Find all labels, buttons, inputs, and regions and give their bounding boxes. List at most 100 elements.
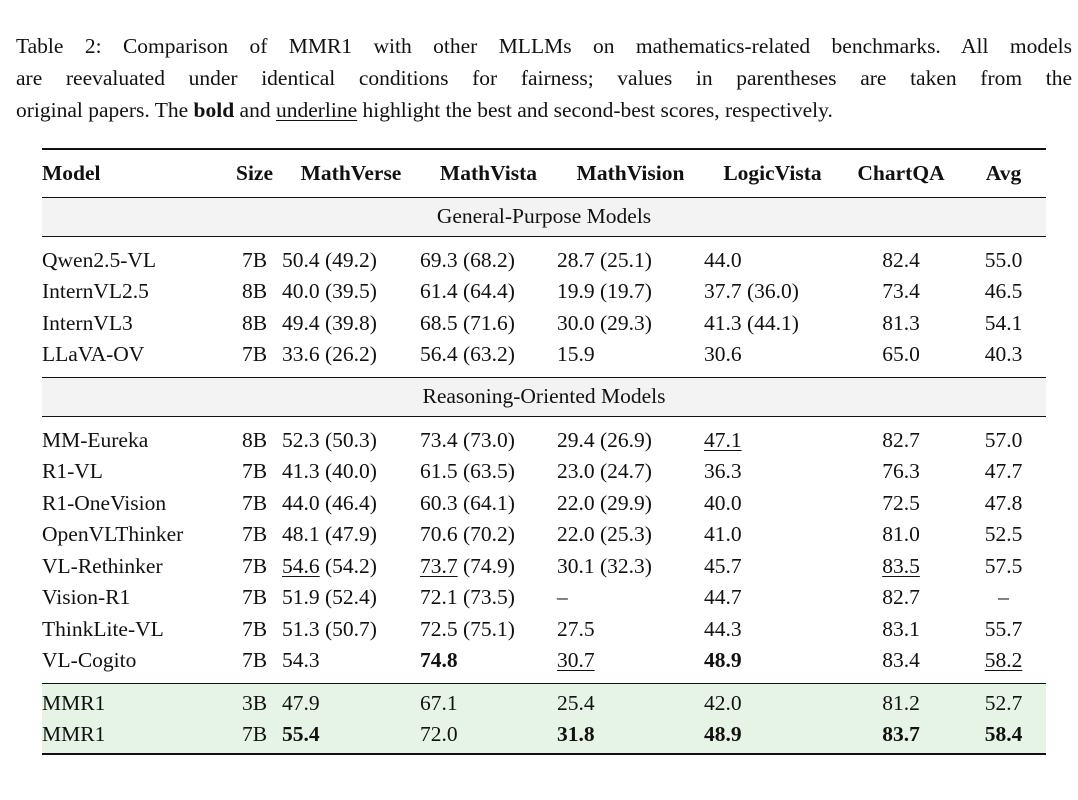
cell-avg: – [998, 585, 1009, 610]
cell-mathvision: 25.4 [557, 683, 704, 719]
cell-size: 7B [241, 553, 268, 578]
cell-model: R1-VL [42, 459, 103, 484]
header-avg: Avg [961, 149, 1046, 198]
caption-label: Table 2: [16, 34, 102, 58]
cell-mathvision: 29.4 (26.9) [557, 427, 652, 452]
cell-mathverse: 33.6 (26.2) [282, 339, 420, 378]
cell-size: 3B [227, 683, 282, 719]
cell-logicvista: 44.0 [704, 247, 742, 272]
cell-mathvision: 22.0 (29.9) [557, 490, 652, 515]
cell-size: 7B [241, 616, 268, 641]
cell-model: R1-OneVision [42, 490, 167, 515]
cell-chartqa: 65.0 [841, 339, 961, 378]
caption-line-1: Table 2: Comparison of MMR1 with other M… [16, 34, 1072, 58]
table-row: MM-Eureka 8B 52.3 (50.3) 73.4 (73.0) 29.… [42, 416, 1046, 456]
cell-model: VL-Rethinker [42, 553, 163, 578]
cell-logicvista: 30.6 [704, 339, 841, 378]
cell-avg: 58.2 [961, 645, 1046, 684]
cell-model: InternVL3 [42, 310, 133, 335]
cell-mathvision: 30.1 (32.3) [557, 553, 652, 578]
cell-mathvista: 61.5 (63.5) [420, 459, 515, 484]
cell-avg: 40.3 [961, 339, 1046, 378]
cell-model: ThinkLite-VL [42, 616, 164, 641]
caption-line-3: original papers. The bold and underline … [16, 98, 833, 122]
best-mark: 58.4 [984, 722, 1023, 747]
cell-mathverse: 44.0 (46.4) [282, 490, 377, 515]
section-reasoning: Reasoning-Oriented Models [42, 377, 1046, 417]
cell-mathverse: 51.3 (50.7) [282, 616, 377, 641]
cell-size: 7B [227, 645, 282, 684]
table-row: MMR1 3B 47.9 67.1 25.4 42.0 81.2 52.7 [42, 683, 1046, 719]
cell-size: 7B [227, 339, 282, 378]
cell-size: 8B [241, 427, 268, 452]
cell-logicvista: 47.1 [704, 416, 841, 456]
cell-chartqa: 83.7 [841, 719, 961, 755]
table-row: R1-OneVision 7B 44.0 (46.4) 60.3 (64.1) … [42, 488, 1046, 520]
cell-mathvista: 69.3 (68.2) [420, 247, 515, 272]
table-row: InternVL3 8B 49.4 (39.8) 68.5 (71.6) 30.… [42, 308, 1046, 340]
cell-mathverse: 47.9 [282, 683, 420, 719]
cell-chartqa: 76.3 [882, 459, 920, 484]
cell-model: InternVL2.5 [42, 279, 149, 304]
header-model: Model [42, 149, 227, 198]
cell-mathvision: 31.8 [557, 719, 704, 755]
cell-avg: 52.7 [961, 683, 1046, 719]
cell-logicvista: 40.0 [704, 490, 742, 515]
cell-logicvista: 44.3 [704, 616, 742, 641]
cell-mathvista: 73.7 (74.9) [420, 553, 515, 578]
cell-chartqa: 81.2 [841, 683, 961, 719]
cell-model: MM-Eureka [42, 427, 149, 452]
cell-mathverse: 48.1 (47.9) [282, 522, 377, 547]
header-size: Size [227, 149, 282, 198]
cell-size: 7B [227, 719, 282, 755]
cell-logicvista: 36.3 [704, 459, 742, 484]
cell-avg: 52.5 [984, 522, 1023, 547]
best-mark: 83.7 [882, 722, 920, 747]
cell-avg: 58.4 [961, 719, 1046, 755]
second-best-mark: 47.1 [704, 427, 742, 452]
cell-mathverse: 52.3 (50.3) [282, 427, 377, 452]
cell-logicvista: 48.9 [704, 719, 841, 755]
cell-mathverse: 50.4 (49.2) [282, 247, 377, 272]
cell-chartqa: 73.4 [882, 279, 920, 304]
header-mathvision: MathVision [557, 149, 704, 198]
cell-mathverse: 51.9 (52.4) [282, 585, 377, 610]
cell-mathvista: 60.3 (64.1) [420, 490, 515, 515]
cell-logicvista: 41.0 [704, 522, 742, 547]
cell-logicvista: 42.0 [704, 683, 841, 719]
section-general: General-Purpose Models [42, 197, 1046, 237]
caption-bold-word: bold [193, 98, 235, 122]
cell-chartqa: 83.5 [841, 551, 961, 583]
table-caption: Table 2: Comparison of MMR1 with other M… [16, 30, 1072, 126]
cell-chartqa: 82.4 [882, 247, 920, 272]
cell-mathverse: 41.3 (40.0) [282, 459, 377, 484]
second-best-mark: 58.2 [984, 648, 1023, 673]
cell-size: 8B [241, 279, 268, 304]
cell-size: 8B [241, 310, 268, 335]
cell-avg: 47.8 [984, 490, 1023, 515]
cell-mathvista: 72.1 (73.5) [420, 585, 515, 610]
header-mathverse: MathVerse [282, 149, 420, 198]
cell-avg: 55.7 [984, 616, 1023, 641]
table-row: MMR1 7B 55.4 72.0 31.8 48.9 83.7 58.4 [42, 719, 1046, 755]
table-row: R1-VL 7B 41.3 (40.0) 61.5 (63.5) 23.0 (2… [42, 456, 1046, 488]
cell-chartqa: 72.5 [882, 490, 920, 515]
cell-avg: 57.0 [984, 427, 1023, 452]
cell-model: MMR1 [42, 683, 227, 719]
cell-size: 7B [241, 522, 268, 547]
second-best-mark: 54.6 [282, 553, 320, 578]
cell-model: VL-Cogito [42, 645, 227, 684]
cell-size: 7B [241, 490, 268, 515]
cell-mathvista: 74.8 [420, 645, 557, 684]
cell-mathvista: 70.6 (70.2) [420, 522, 515, 547]
table-header: Model Size MathVerse MathVista MathVisio… [42, 149, 1046, 198]
cell-size: 7B [241, 459, 268, 484]
second-best-mark: 73.7 [420, 553, 458, 578]
cell-avg: 55.0 [984, 247, 1023, 272]
table-row: Vision-R1 7B 51.9 (52.4) 72.1 (73.5) – 4… [42, 582, 1046, 614]
cell-mathvista: 72.0 [420, 719, 557, 755]
header-chartqa: ChartQA [841, 149, 961, 198]
second-best-mark: 30.7 [557, 648, 595, 673]
cell-mathvision: – [557, 585, 568, 610]
cell-model: OpenVLThinker [42, 522, 184, 547]
